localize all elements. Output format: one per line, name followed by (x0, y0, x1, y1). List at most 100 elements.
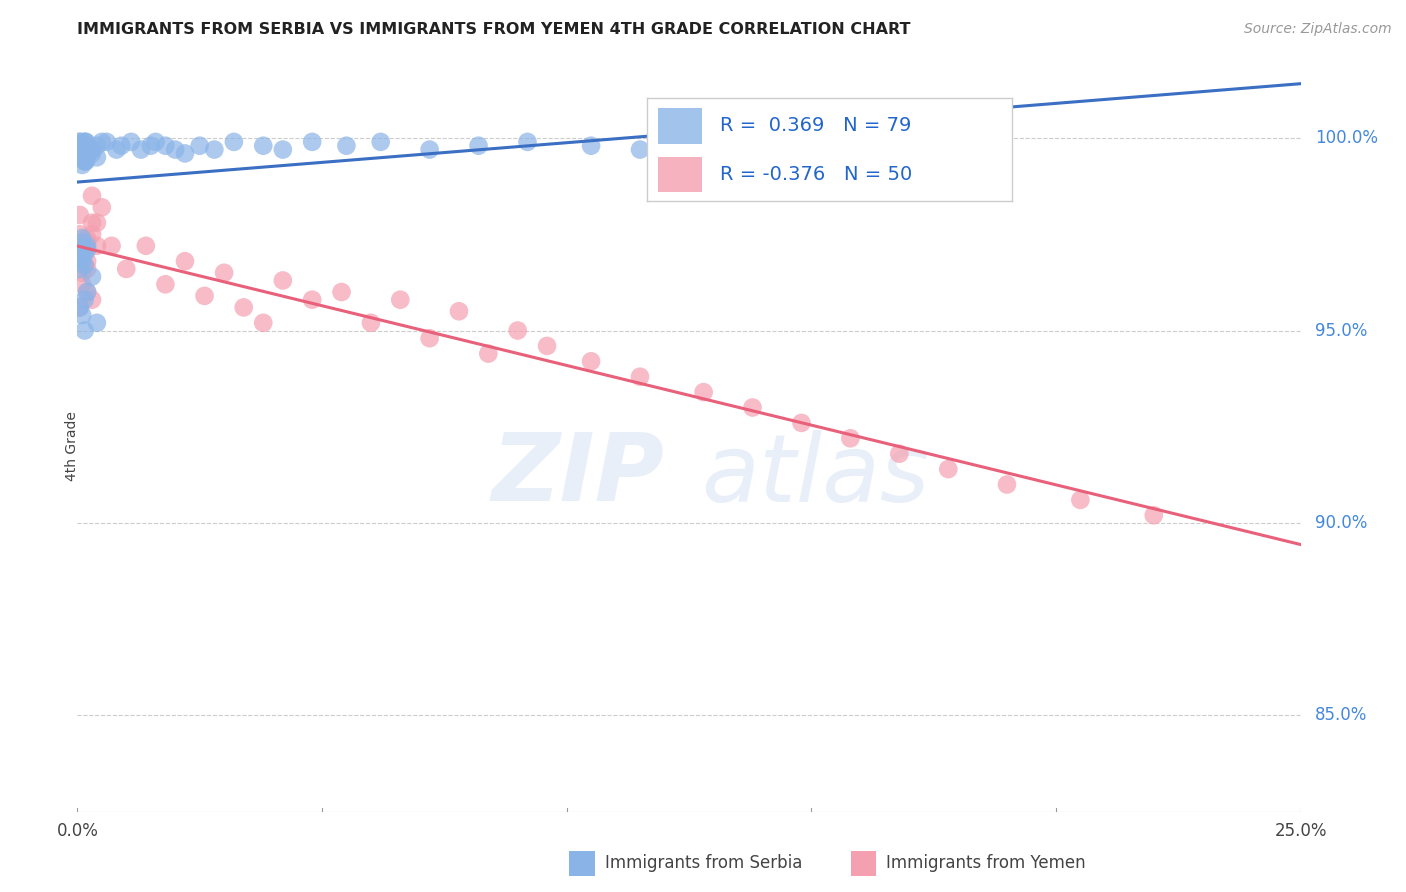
Point (69, 208, 91, 222)
Point (447, 304, 470, 318)
Point (100, 239, 122, 253)
Text: IMMIGRANTS FROM SERBIA VS IMMIGRANTS FROM YEMEN 4TH GRADE CORRELATION CHART: IMMIGRANTS FROM SERBIA VS IMMIGRANTS FRO… (77, 22, 911, 37)
Point (73, 293, 96, 307)
Text: 90.0%: 90.0% (1315, 514, 1368, 532)
Point (105, 143, 128, 157)
Point (73, 154, 96, 169)
Text: Immigrants from Serbia: Immigrants from Serbia (605, 854, 801, 871)
Point (70, 150, 93, 164)
Point (129, 143, 152, 157)
Point (145, 135, 167, 149)
Point (370, 135, 392, 149)
Point (506, 324, 529, 338)
Point (76, 143, 98, 157)
Point (174, 146, 197, 161)
Point (69, 135, 91, 149)
Point (80, 269, 103, 284)
Point (936, 462, 959, 476)
Point (202, 143, 225, 157)
Point (69, 138, 91, 153)
Point (80, 143, 103, 157)
Point (212, 266, 235, 280)
Point (579, 354, 602, 368)
Point (727, 150, 749, 164)
Point (80, 216, 103, 230)
Point (252, 138, 274, 153)
Point (301, 135, 323, 149)
Point (76, 231, 98, 245)
Point (188, 138, 211, 153)
Point (76, 285, 98, 299)
Point (301, 293, 323, 307)
Point (165, 143, 187, 157)
Point (73, 135, 96, 149)
Point (467, 138, 489, 153)
Point (90, 135, 112, 149)
Point (335, 138, 357, 153)
Point (86, 216, 108, 230)
Point (80, 188, 103, 202)
Point (839, 431, 862, 445)
Point (86, 150, 108, 164)
Point (76, 143, 98, 157)
Point (69, 301, 91, 315)
Point (73, 246, 96, 260)
Point (80, 293, 103, 307)
Point (70, 138, 93, 153)
Point (155, 277, 177, 292)
Y-axis label: 4th Grade: 4th Grade (65, 411, 79, 481)
Point (73, 135, 96, 149)
Point (75, 135, 97, 149)
Point (222, 135, 245, 149)
Point (678, 146, 700, 161)
Point (419, 143, 441, 157)
Point (90, 200, 112, 214)
Point (389, 293, 412, 307)
Point (232, 301, 254, 315)
Point (70, 254, 93, 268)
Point (76, 285, 98, 299)
Point (76, 239, 98, 253)
Point (76, 235, 98, 249)
Point (70, 143, 93, 157)
Point (72, 150, 94, 164)
Point (174, 254, 197, 268)
Text: 0.0%: 0.0% (56, 822, 98, 839)
Point (73, 154, 96, 169)
Point (536, 339, 558, 353)
Point (776, 135, 799, 149)
Point (79, 143, 101, 157)
Point (69, 251, 91, 265)
Point (96, 135, 118, 149)
Point (193, 289, 215, 303)
Point (69, 301, 91, 315)
Point (76, 254, 98, 268)
Point (69, 227, 91, 242)
Point (80, 146, 103, 161)
Point (477, 346, 499, 360)
Point (271, 143, 294, 157)
Point (73, 143, 96, 157)
Point (70, 150, 93, 164)
Point (80, 227, 103, 242)
Point (69, 138, 91, 153)
Text: 100.0%: 100.0% (1315, 129, 1378, 147)
Point (995, 477, 1018, 491)
Text: Source: ZipAtlas.com: Source: ZipAtlas.com (1244, 22, 1392, 37)
Point (330, 285, 353, 299)
Point (86, 316, 108, 330)
Point (73, 154, 96, 169)
Text: 25.0%: 25.0% (1274, 822, 1327, 839)
Point (70, 235, 93, 249)
Point (70, 277, 93, 292)
Point (120, 135, 142, 149)
Point (72, 138, 94, 153)
Point (70, 308, 93, 322)
Point (70, 254, 93, 268)
Point (77, 146, 100, 161)
Text: Immigrants from Yemen: Immigrants from Yemen (886, 854, 1085, 871)
Text: ZIP: ZIP (492, 429, 665, 521)
Point (75, 154, 97, 169)
Point (70, 138, 93, 153)
Point (70, 146, 93, 161)
